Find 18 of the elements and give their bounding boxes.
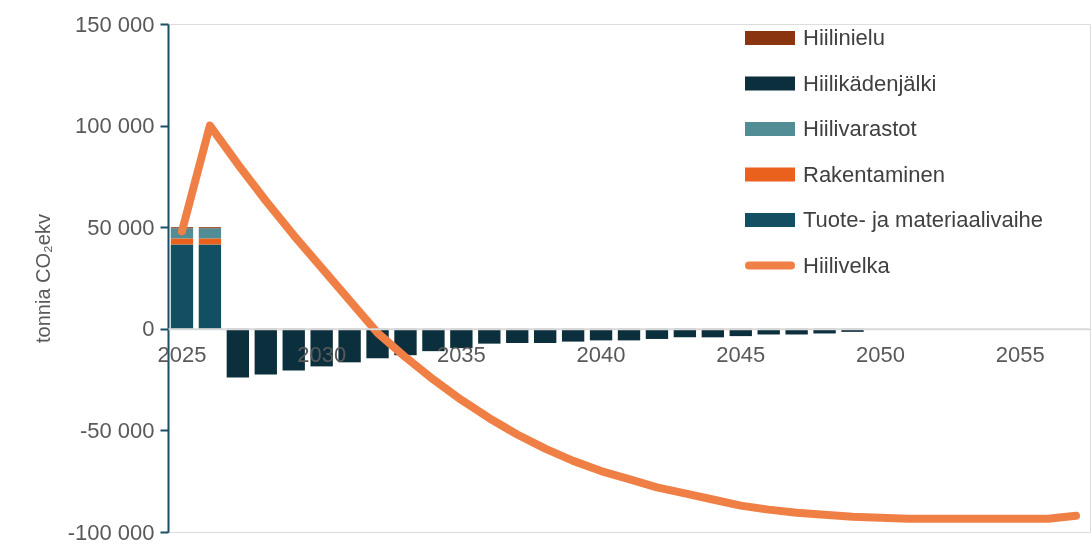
y-axis-title: tonnia CO₂ekv xyxy=(31,214,54,343)
x-tick-label: 2055 xyxy=(995,342,1045,368)
y-tick-label: 50 000 xyxy=(87,214,155,240)
legend-label: Hiilivelka xyxy=(803,252,891,278)
x-tick-label: 2045 xyxy=(716,342,766,368)
y-tick-label: -100 000 xyxy=(67,519,155,545)
legend-label: Rakentaminen xyxy=(803,161,945,187)
legend-label: Hiilinielu xyxy=(803,25,885,50)
legend-label: Tuote- ja materiaalivaihe xyxy=(803,207,1044,232)
y-tick-label: 0 xyxy=(142,316,155,342)
x-tick-label: 2035 xyxy=(436,342,486,368)
y-tick-label: 150 000 xyxy=(74,11,155,37)
legend-label: Hiilivarastot xyxy=(803,116,917,141)
y-tick-label: -50 000 xyxy=(79,417,155,443)
x-tick-label: 2040 xyxy=(576,342,626,368)
x-tick-label: 2050 xyxy=(855,342,905,368)
legend-label: Hiilikädenjälki xyxy=(803,70,937,96)
y-tick-label: 100 000 xyxy=(74,113,155,139)
